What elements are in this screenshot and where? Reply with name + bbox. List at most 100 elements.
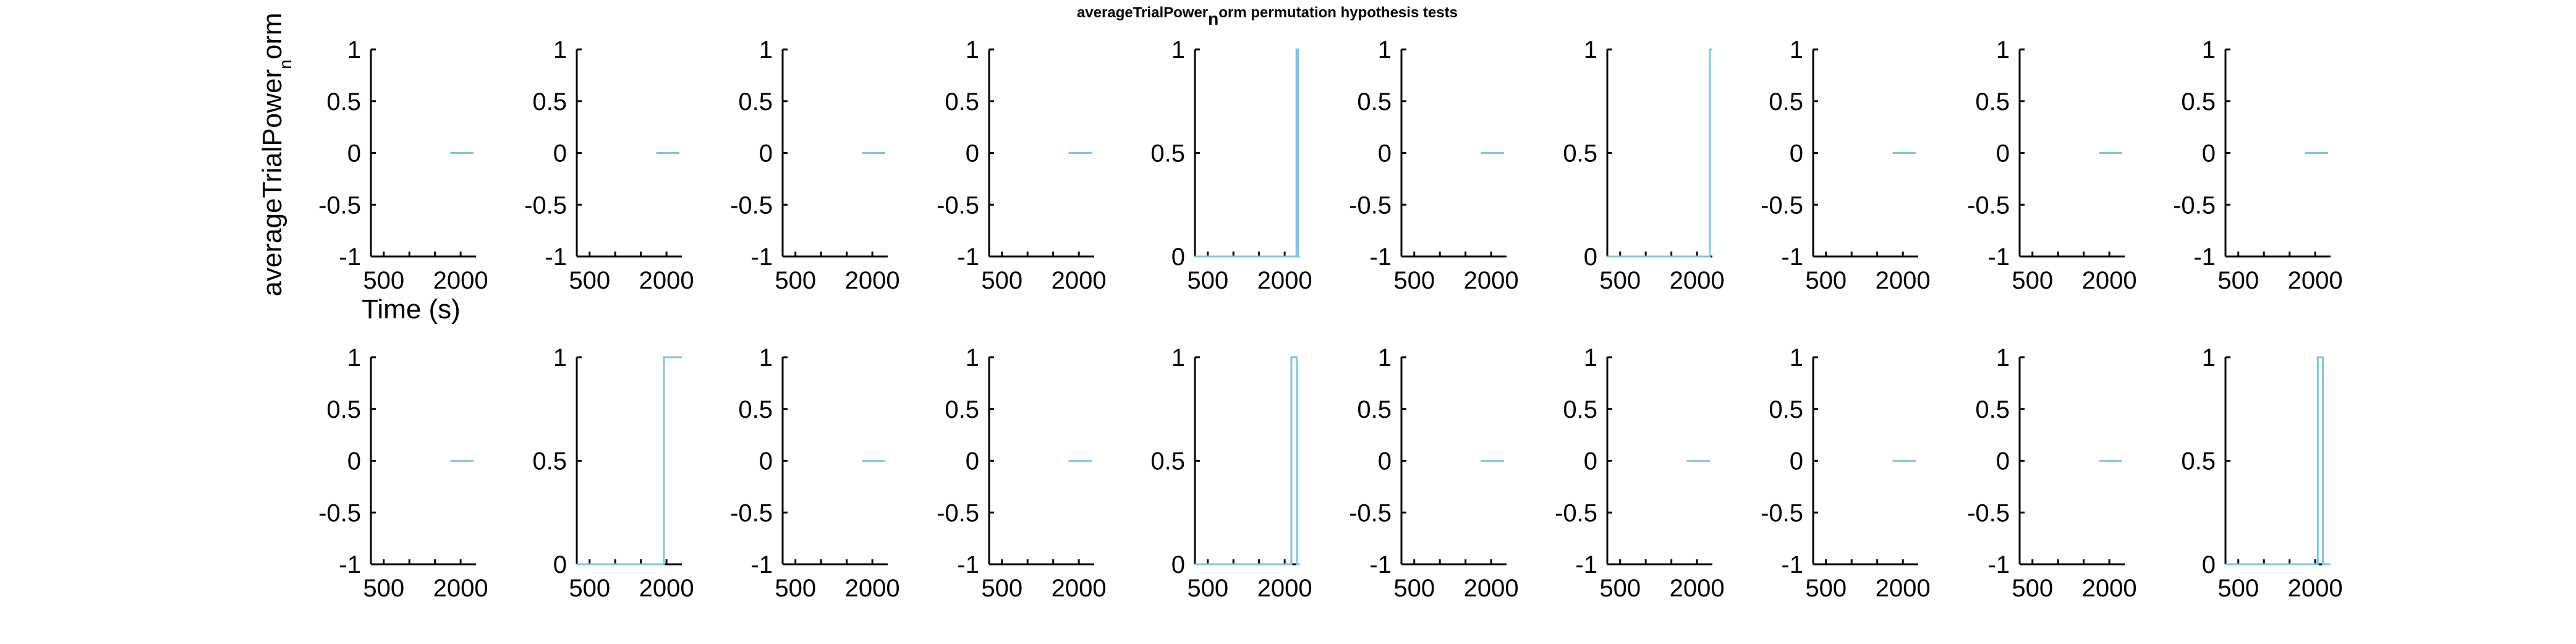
y-tick-label: -1 (339, 244, 361, 271)
x-tick-label: 2000 (433, 575, 488, 602)
y-tick-label: 0.5 (532, 448, 567, 475)
x-axis-label: Time (s) (362, 294, 461, 324)
y-tick-label: 0 (1996, 448, 2010, 475)
y-tick-label: 1 (966, 344, 979, 371)
y-tick-label: 0 (759, 448, 773, 475)
y-tick-label: 0 (966, 448, 979, 475)
y-tick-label: 0.5 (1563, 140, 1597, 167)
y-tick-label: -1 (1369, 244, 1392, 271)
y-tick-label: 0 (347, 448, 361, 475)
y-tick-label: -0.5 (937, 499, 979, 527)
title-subscript: n (1208, 9, 1218, 28)
y-tick-label: 0.5 (1563, 396, 1597, 423)
y-tick-label: -0.5 (1967, 499, 2010, 527)
y-tick-label: 1 (2202, 344, 2216, 371)
y-tick-label: 0 (1171, 244, 1185, 271)
subplot-r1-c10: -1 -0.5 0 0.5 1 500 2000 (2173, 36, 2343, 294)
y-tick-label: 1 (2202, 36, 2216, 64)
y-tick-label: -0.5 (937, 192, 979, 219)
y-tick-label: -1 (339, 551, 361, 578)
y-axis-label: averageTrialPowernorm (257, 13, 295, 297)
y-tick-label: -0.5 (1967, 192, 2010, 219)
y-tick-label: 1 (553, 36, 567, 64)
y-tick-label: -0.5 (1761, 499, 1803, 527)
y-tick-label: 0.5 (1357, 88, 1392, 116)
y-tick-label: 1 (1790, 344, 1803, 371)
x-tick-label: 500 (981, 267, 1022, 294)
y-tick-label: -1 (1781, 551, 1803, 578)
y-tick-label: 0 (1378, 448, 1392, 475)
x-tick-label: 2000 (1670, 267, 1725, 294)
subplot-r2-c4: -1 -0.5 0 0.5 1 500 2000 (937, 344, 1107, 602)
y-tick-label: -0.5 (730, 499, 773, 527)
y-tick-label: 1 (759, 36, 773, 64)
subplot-r2-c2: 0 0.5 1 500 2000 (532, 344, 694, 602)
x-tick-label: 500 (1393, 267, 1435, 294)
x-tick-label: 2000 (845, 575, 900, 602)
y-tick-label: 1 (1790, 36, 1803, 64)
y-tick-label: 0.5 (1769, 88, 1803, 116)
subplot-r1-c8: -1 -0.5 0 0.5 1 500 2000 (1761, 36, 1931, 294)
y-tick-label: 0 (347, 140, 361, 167)
y-tick-label: 0 (1790, 448, 1803, 475)
subplot-r2-c10: 0 0.5 1 500 2000 (2181, 344, 2342, 602)
x-tick-label: 2000 (2082, 267, 2137, 294)
title-rest: orm permutation hypothesis tests (1218, 4, 1458, 21)
y-tick-label: 1 (1171, 36, 1185, 64)
y-tick-label: 0.5 (1975, 396, 2010, 423)
figure-title: averageTrialPowernorm permutation hypoth… (1077, 4, 1458, 28)
y-tick-label: 1 (1378, 344, 1392, 371)
x-tick-label: 500 (1187, 575, 1228, 602)
y-tick-label: 0 (1584, 244, 1597, 271)
y-tick-label: -1 (1369, 551, 1392, 578)
y-tick-label: -1 (1987, 551, 2010, 578)
x-tick-label: 500 (1187, 267, 1228, 294)
x-tick-label: 500 (1599, 575, 1641, 602)
x-tick-label: 500 (981, 575, 1022, 602)
y-tick-label: -0.5 (1349, 499, 1392, 527)
y-tick-label: -0.5 (318, 499, 361, 527)
subplot-r2-c5: 0 0.5 1 500 2000 (1150, 344, 1312, 602)
x-tick-label: 2000 (433, 267, 488, 294)
data-series-line (577, 356, 682, 566)
subplot-r2-c3: -1 -0.5 0 0.5 1 500 2000 (730, 344, 900, 602)
subplot-r2-c8: -1 -0.5 0 0.5 1 500 2000 (1761, 344, 1931, 602)
y-tick-label: 0.5 (2181, 448, 2216, 475)
y-tick-label: 0 (553, 140, 567, 167)
y-tick-label: -0.5 (1349, 192, 1392, 219)
x-tick-label: 500 (1805, 267, 1847, 294)
y-tick-label: 1 (347, 36, 361, 64)
x-tick-label: 500 (1393, 575, 1435, 602)
y-tick-label: -0.5 (318, 192, 361, 219)
ylabel-subscript: n (276, 59, 295, 69)
subplot-r2-c7: -1 -0.5 0 0.5 1 500 2000 (1555, 344, 1725, 602)
y-tick-label: -1 (1575, 551, 1597, 578)
subplot-r1-c9: -1 -0.5 0 0.5 1 500 2000 (1967, 36, 2137, 294)
data-series-line (1195, 48, 1300, 258)
y-tick-label: -0.5 (730, 192, 773, 219)
y-tick-label: 0 (1996, 140, 2010, 167)
y-tick-label: 1 (1584, 344, 1597, 371)
y-tick-label: 0 (759, 140, 773, 167)
subplot-r1-c1: -1 -0.5 0 0.5 1 500 2000 (318, 36, 488, 294)
subplot-grid: -1 -0.5 0 0.5 1 500 2000 -1 -0.5 0 0.5 1 500 2000 -1 -0… (318, 36, 2343, 602)
subplot-r2-c6: -1 -0.5 0 0.5 1 500 2000 (1349, 344, 1519, 602)
data-series-line (1607, 48, 1712, 258)
subplot-r1-c3: -1 -0.5 0 0.5 1 500 2000 (730, 36, 900, 294)
y-tick-label: 0.5 (1357, 396, 1392, 423)
y-tick-label: -1 (1987, 244, 2010, 271)
x-tick-label: 500 (2012, 267, 2053, 294)
x-tick-label: 2000 (2288, 575, 2343, 602)
y-tick-label: 0.5 (1150, 448, 1185, 475)
x-tick-label: 2000 (2082, 575, 2137, 602)
y-tick-label: 0 (2202, 551, 2216, 578)
y-tick-label: 1 (553, 344, 567, 371)
y-tick-label: -1 (957, 244, 979, 271)
y-tick-label: 1 (347, 344, 361, 371)
y-tick-label: 0.5 (1975, 88, 2010, 116)
y-tick-label: 1 (1996, 36, 2010, 64)
x-tick-label: 2000 (639, 575, 694, 602)
y-tick-label: 0 (966, 140, 979, 167)
y-tick-label: 1 (1378, 36, 1392, 64)
x-tick-label: 500 (775, 575, 816, 602)
